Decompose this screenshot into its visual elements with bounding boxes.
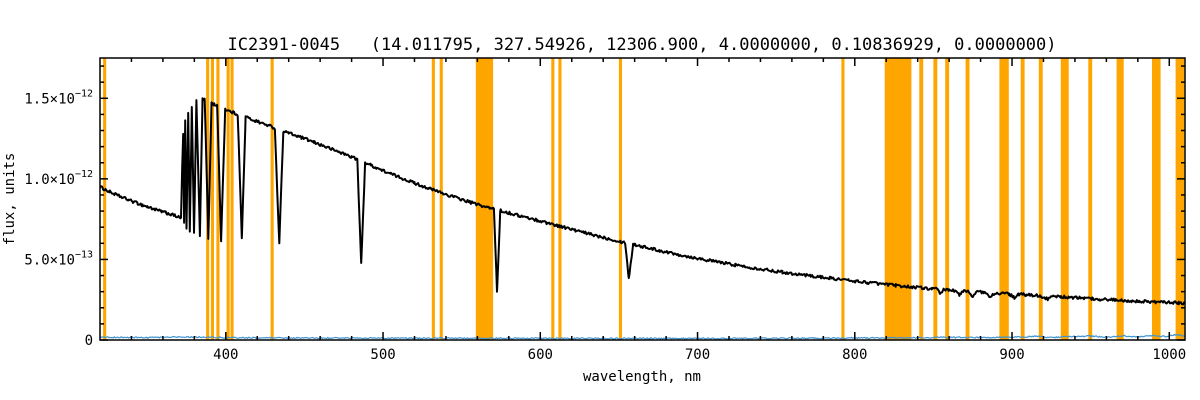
masked-region-band	[1116, 58, 1124, 340]
masked-region-band	[226, 58, 230, 340]
y-axis-label: flux, units	[2, 153, 18, 246]
masked-region-band	[230, 58, 234, 340]
masked-region-band	[618, 58, 622, 340]
masked-region-band	[439, 58, 443, 340]
masked-region-band	[1175, 58, 1185, 340]
plot-frame	[99, 57, 1186, 341]
masked-region-band	[933, 58, 938, 340]
axes-layer	[99, 57, 1186, 341]
masked-region-band	[103, 58, 107, 340]
masked-region-band	[884, 58, 912, 340]
masked-region-band	[475, 58, 494, 340]
masked-region-band	[945, 58, 950, 340]
y-tick-label: 1.5×10−12	[24, 88, 93, 107]
masked-region-band	[1038, 58, 1043, 340]
masked-region-band	[270, 58, 274, 340]
masked-region-band	[965, 58, 970, 340]
x-tick-label: 1000	[1152, 347, 1186, 363]
masked-region-band	[558, 58, 562, 340]
masked-region-band	[210, 58, 214, 340]
x-axis-label: wavelength, nm	[583, 369, 701, 385]
spectrum-curve	[100, 97, 1185, 306]
y-tick-label: 5.0×10−13	[24, 249, 93, 268]
masked-region-band	[919, 58, 924, 340]
x-tick-label: 800	[842, 347, 867, 363]
masked-region-band	[431, 58, 435, 340]
x-tick-label: 700	[685, 347, 710, 363]
tick-labels-layer: 400 500 600 700 800 900 1000 0 5.0×10−13 1.0×10−1…	[24, 88, 1186, 363]
chart-title: IC2391-0045 (14.011795, 327.54926, 12306…	[227, 35, 1056, 55]
x-tick-label: 500	[370, 347, 395, 363]
masked-region-band	[1020, 58, 1025, 340]
masked-region-band	[1152, 58, 1161, 340]
masked-region-band	[1088, 58, 1093, 340]
masked-regions-layer	[103, 58, 1185, 340]
x-tick-label: 900	[999, 347, 1024, 363]
masked-region-band	[1060, 58, 1069, 340]
masked-region-band	[999, 58, 1009, 340]
x-tick-label: 400	[213, 347, 238, 363]
y-tick-label: 1.0×10−12	[24, 169, 93, 188]
masked-region-band	[551, 58, 555, 340]
masked-region-band	[841, 58, 845, 340]
masked-region-band	[216, 58, 220, 340]
x-tick-label: 600	[528, 347, 553, 363]
y-tick-label: 0	[85, 333, 93, 349]
